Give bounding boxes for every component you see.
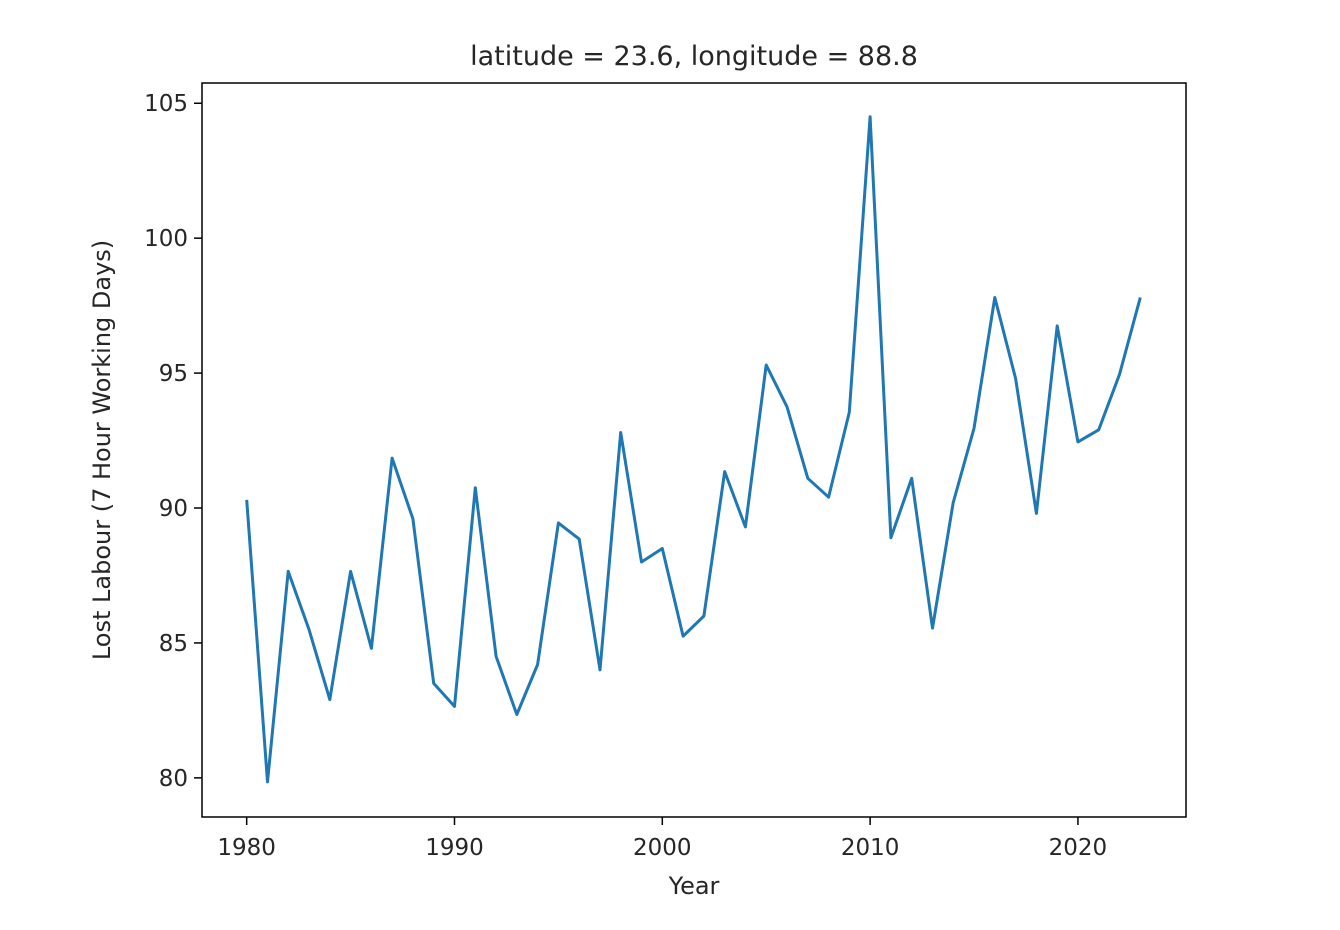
y-tick-label: 100 <box>144 226 188 252</box>
y-tick-label: 95 <box>159 361 188 387</box>
y-tick-label: 80 <box>159 766 188 792</box>
x-tick-label: 2020 <box>1049 835 1108 861</box>
y-tick-label: 85 <box>159 631 188 657</box>
chart-title: latitude = 23.6, longitude = 88.8 <box>470 41 918 72</box>
y-axis-label: Lost Labour (7 Hour Working Days) <box>88 240 116 660</box>
x-tick-label: 1990 <box>425 835 484 861</box>
x-tick-label: 2010 <box>841 835 900 861</box>
x-tick-label: 1980 <box>217 835 276 861</box>
y-tick-label: 105 <box>144 91 188 117</box>
y-tick-label: 90 <box>159 496 188 522</box>
series-line <box>245 115 1142 784</box>
x-tick-label: 2000 <box>633 835 692 861</box>
plot-frame <box>201 82 1187 818</box>
x-axis-label: Year <box>668 872 720 900</box>
